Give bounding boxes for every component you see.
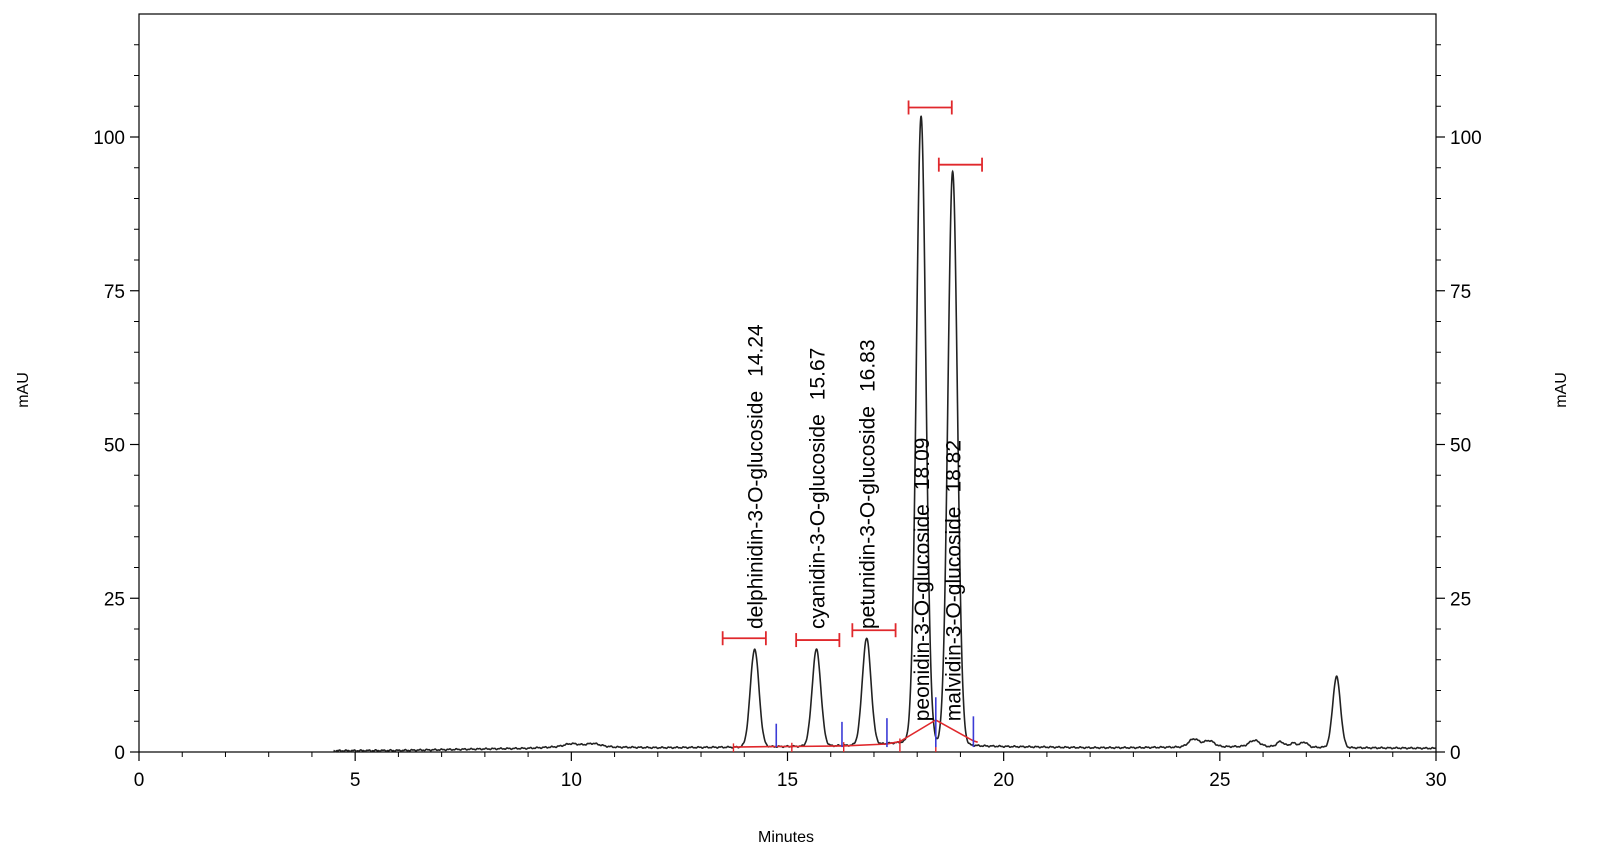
x-tick-label-5: 5 — [350, 770, 361, 791]
y-tick-label-right-100: 100 — [1450, 128, 1482, 149]
peak-range-petunidin — [851, 623, 897, 638]
peak-name-peonidin: peonidin-3-O-glucoside — [911, 504, 934, 721]
y-tick-label-left-100: 100 — [93, 128, 125, 149]
y-tick-label-right-50: 50 — [1450, 436, 1471, 457]
plot-border — [138, 13, 1437, 753]
integration-layer — [721, 100, 983, 752]
peak-name-delphinidin: delphinidin-3-O-glucoside — [745, 391, 768, 629]
y-tick-label-left-75: 75 — [104, 282, 125, 303]
peak-label-peonidin: peonidin-3-O-glucoside 18.09 — [911, 438, 934, 722]
peak-rt-petunidin: 16.83 — [857, 339, 880, 392]
chromatogram-trace — [333, 115, 1437, 753]
peak-range-cyanidin — [795, 633, 841, 648]
y-axis-title-left: mAU — [15, 372, 32, 408]
x-tick-label-30: 30 — [1425, 770, 1446, 791]
y-tick-label-left-25: 25 — [104, 589, 125, 610]
peak-label-cyanidin: cyanidin-3-O-glucoside 15.67 — [806, 348, 829, 629]
peak-name-petunidin: petunidin-3-O-glucoside — [857, 406, 880, 629]
x-tick-label-25: 25 — [1209, 770, 1230, 791]
y-tick-label-left-50: 50 — [104, 436, 125, 457]
x-tick-label-20: 20 — [993, 770, 1014, 791]
x-axis-title: Minutes — [758, 829, 814, 846]
peak-labels: delphinidin-3-O-glucoside 14.24 cyanidin-3… — [745, 324, 966, 721]
trace-layer — [333, 115, 1437, 753]
y-tick-label-right-25: 25 — [1450, 589, 1471, 610]
peak-rt-malvidin: 18.82 — [943, 440, 966, 493]
peak-range-peonidin — [907, 100, 953, 115]
peak-rt-peonidin: 18.09 — [911, 438, 934, 491]
plot-frame — [138, 13, 1437, 753]
x-tick-label-10: 10 — [561, 770, 582, 791]
y-tick-label-right-75: 75 — [1450, 282, 1471, 303]
peak-label-delphinidin: delphinidin-3-O-glucoside 14.24 — [745, 324, 768, 629]
x-tick-label-15: 15 — [777, 770, 798, 791]
peak-name-malvidin: malvidin-3-O-glucoside — [943, 506, 966, 721]
y-tick-label-left-0: 0 — [114, 743, 125, 764]
peak-name-cyanidin: cyanidin-3-O-glucoside — [806, 414, 829, 629]
peak-range-delphinidin — [721, 631, 767, 646]
y-axis-title-right: mAU — [1553, 372, 1570, 408]
peak-label-petunidin: petunidin-3-O-glucoside 16.83 — [857, 339, 880, 629]
y-tick-label-right-0: 0 — [1450, 743, 1461, 764]
integration-baseline — [733, 719, 978, 748]
peak-range-malvidin — [937, 157, 983, 172]
peak-rt-delphinidin: 14.24 — [745, 324, 768, 377]
peak-label-malvidin: malvidin-3-O-glucoside 18.82 — [943, 440, 966, 721]
peak-rt-cyanidin: 15.67 — [806, 348, 829, 401]
x-tick-label-0: 0 — [134, 770, 145, 791]
